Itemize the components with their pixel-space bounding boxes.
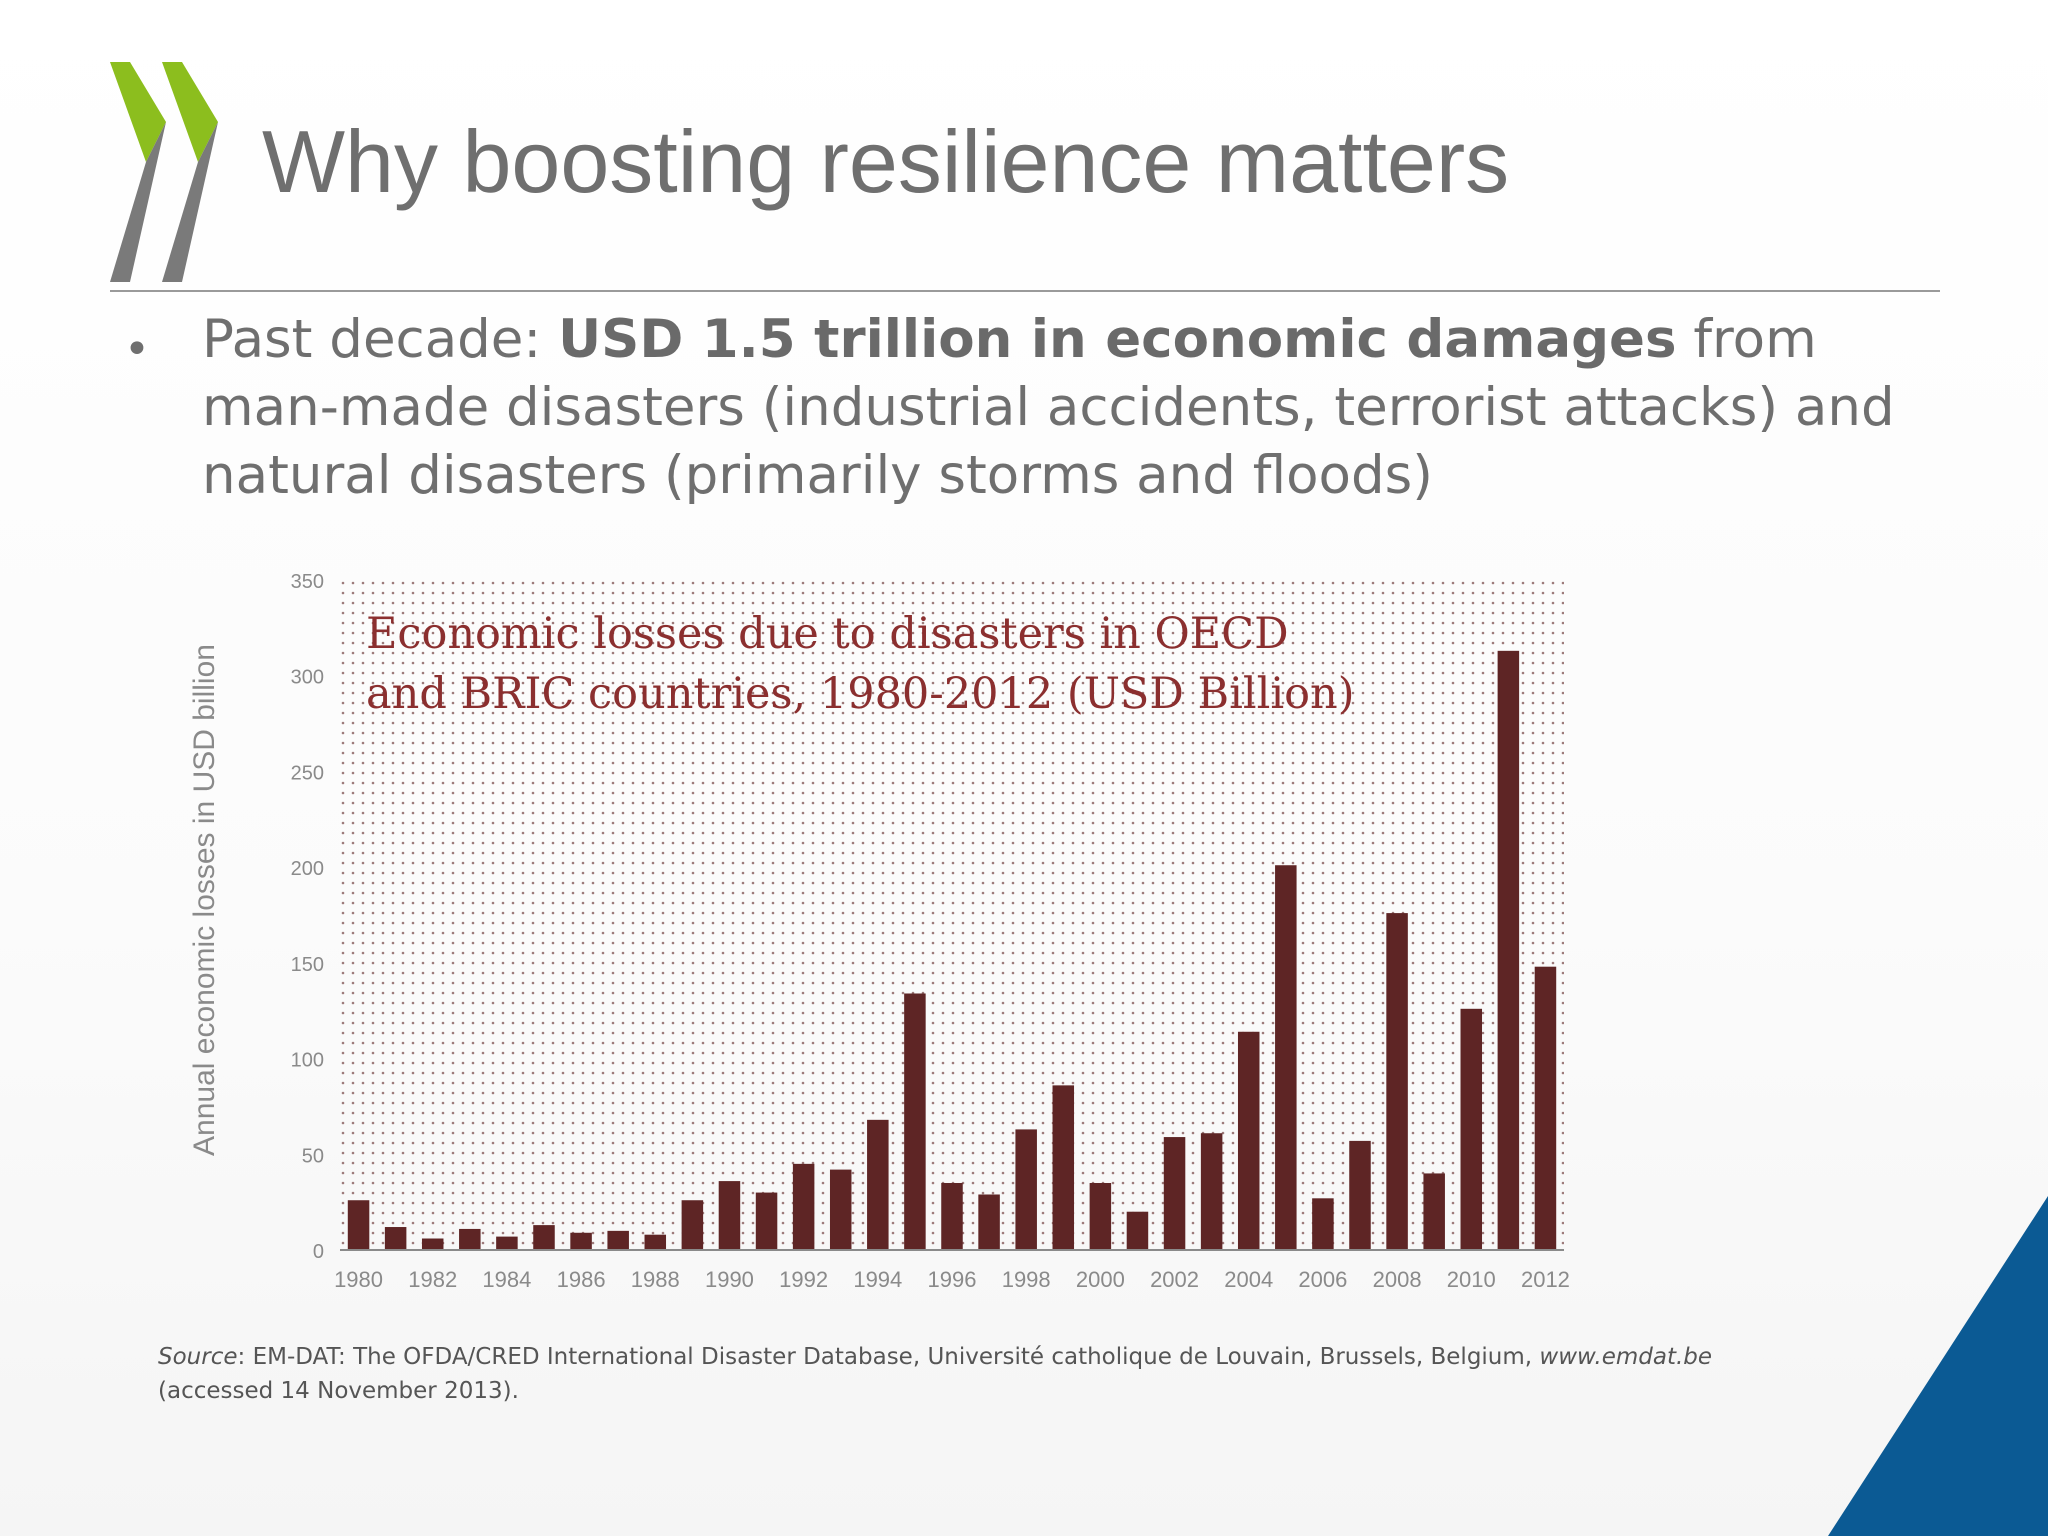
bar-2007 xyxy=(1349,1140,1371,1250)
bar-2003 xyxy=(1200,1133,1223,1250)
source-text: : EM-DAT: The OFDA/CRED International Di… xyxy=(237,1344,1540,1370)
y-tick-150: 150 xyxy=(291,954,324,976)
bar-2000 xyxy=(1089,1183,1112,1250)
bar-1989 xyxy=(681,1200,704,1250)
bar-2004 xyxy=(1237,1031,1260,1250)
source-tail: (accessed 14 November 2013). xyxy=(158,1378,519,1404)
x-tick-1992: 1992 xyxy=(779,1267,828,1292)
bar-1995 xyxy=(904,993,926,1250)
x-tick-2006: 2006 xyxy=(1298,1267,1347,1292)
bar-2008 xyxy=(1386,913,1408,1250)
bullet-bold: USD 1.5 trillion in economic damages xyxy=(558,309,1677,370)
source-link[interactable]: www.emdat.be xyxy=(1539,1344,1713,1370)
bullet-text: Past decade: USD 1.5 trillion in economi… xyxy=(202,306,1902,510)
x-tick-2008: 2008 xyxy=(1373,1267,1422,1292)
bar-2002 xyxy=(1163,1137,1186,1250)
bar-1997 xyxy=(978,1194,1000,1250)
bar-2006 xyxy=(1312,1198,1334,1250)
bar-1991 xyxy=(755,1192,778,1250)
bar-1998 xyxy=(1015,1129,1037,1250)
y-tick-100: 100 xyxy=(291,1050,324,1072)
x-tick-1984: 1984 xyxy=(482,1267,531,1292)
x-tick-1982: 1982 xyxy=(408,1267,457,1292)
x-tick-2002: 2002 xyxy=(1150,1267,1199,1292)
bar-1985 xyxy=(533,1225,555,1250)
bar-1981 xyxy=(384,1227,407,1250)
bar-2009 xyxy=(1423,1173,1445,1250)
corner-decoration xyxy=(1828,1196,2048,1536)
x-tick-2010: 2010 xyxy=(1447,1267,1496,1292)
bar-2005 xyxy=(1275,865,1297,1250)
y-tick-0: 0 xyxy=(313,1241,324,1263)
chart-title-line-1: Economic losses due to disasters in OECD xyxy=(366,609,1289,659)
x-tick-1994: 1994 xyxy=(853,1267,902,1292)
bar-2012 xyxy=(1534,966,1557,1250)
bar-1994 xyxy=(867,1119,889,1250)
bar-1984 xyxy=(496,1236,518,1250)
bar-1983 xyxy=(459,1228,481,1250)
source-note: Source: EM-DAT: The OFDA/CRED Internatio… xyxy=(158,1340,1758,1408)
source-label: Source xyxy=(158,1344,238,1370)
y-tick-50: 50 xyxy=(302,1145,324,1167)
bullet-prefix: Past decade: xyxy=(202,309,559,370)
bar-1988 xyxy=(644,1234,667,1250)
bullet-suffix: from man-made disasters (industrial acci… xyxy=(202,309,1895,506)
y-tick-200: 200 xyxy=(291,858,324,880)
bar-1990 xyxy=(718,1181,741,1250)
bar-1982 xyxy=(421,1238,444,1250)
plot-area xyxy=(340,580,1564,1250)
x-tick-1988: 1988 xyxy=(631,1267,680,1292)
x-tick-1986: 1986 xyxy=(557,1267,606,1292)
x-tick-1990: 1990 xyxy=(705,1267,754,1292)
chart-title-line-2: and BRIC countries, 1980-2012 (USD Billi… xyxy=(366,669,1355,719)
y-axis-label: Annual economic losses in USD billion xyxy=(188,644,221,1156)
x-tick-2012: 2012 xyxy=(1521,1267,1570,1292)
x-tick-2004: 2004 xyxy=(1224,1267,1273,1292)
y-tick-350: 350 xyxy=(291,571,324,593)
x-tick-1980: 1980 xyxy=(334,1267,383,1292)
x-tick-2000: 2000 xyxy=(1076,1267,1125,1292)
y-tick-300: 300 xyxy=(291,667,324,689)
y-tick-250: 250 xyxy=(291,762,324,784)
bar-2010 xyxy=(1460,1008,1483,1250)
bar-2011 xyxy=(1497,650,1520,1250)
bar-1980 xyxy=(347,1200,370,1250)
slide-title: Why boosting resilience matters xyxy=(262,112,1510,211)
oecd-logo-icon xyxy=(110,62,218,282)
bar-1996 xyxy=(941,1183,963,1250)
bar-1999 xyxy=(1052,1085,1075,1250)
x-tick-1996: 1996 xyxy=(928,1267,977,1292)
title-divider xyxy=(110,290,1940,292)
bar-2001 xyxy=(1126,1211,1149,1250)
bullet-icon: • xyxy=(124,324,150,375)
x-tick-1998: 1998 xyxy=(1002,1267,1051,1292)
bar-1993 xyxy=(829,1169,852,1250)
bar-1987 xyxy=(607,1230,629,1250)
bar-1986 xyxy=(570,1232,592,1250)
bar-1992 xyxy=(792,1163,815,1250)
